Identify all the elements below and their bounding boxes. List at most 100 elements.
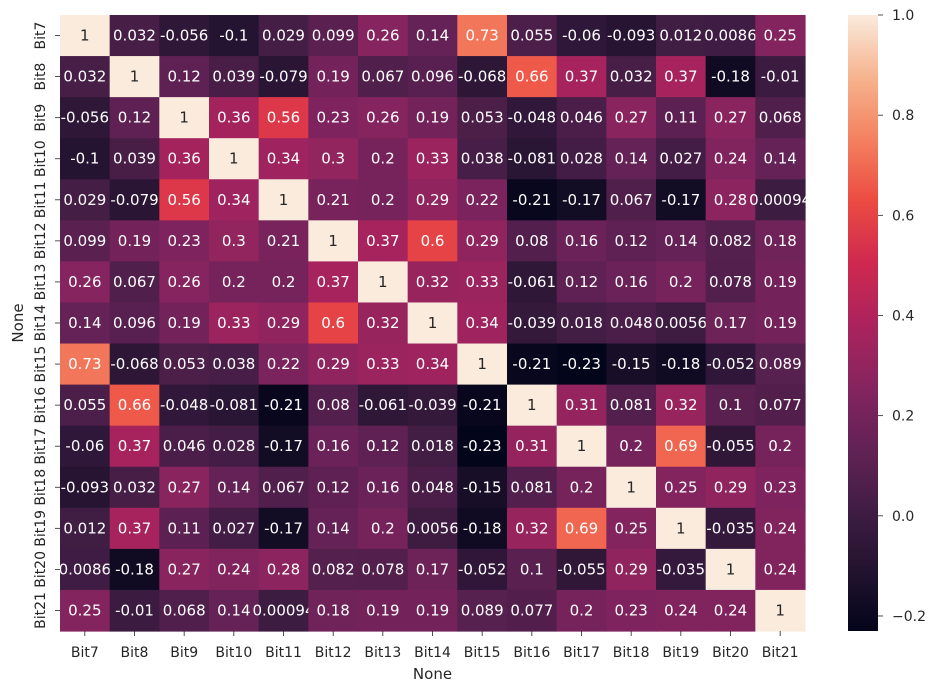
- cell-value-label: -0.17: [264, 437, 303, 455]
- cell-value-label: 0.2: [768, 437, 792, 455]
- heatmap-cell: [358, 220, 409, 262]
- cell-value-label: 0.0056: [655, 314, 708, 332]
- heatmap-cell: [109, 302, 160, 345]
- x-tick-label: Bit19: [662, 645, 699, 661]
- cell-value-label: 0.0086: [704, 27, 757, 45]
- x-tick-label: Bit20: [712, 645, 749, 661]
- heatmap-cell: [705, 425, 756, 468]
- cell-value-label: 0.37: [316, 273, 349, 291]
- cell-value-label: 0.23: [763, 478, 796, 496]
- cell-value-label: 1: [626, 478, 636, 496]
- heatmap-cell: [159, 589, 210, 632]
- cell-value-label: -0.23: [463, 437, 502, 455]
- heatmap-cell: [606, 466, 657, 509]
- cell-value-label: 0.099: [312, 27, 355, 45]
- cell-value-label: -0.079: [110, 191, 158, 209]
- cell-value-label: 0.3: [222, 232, 246, 250]
- heatmap-cell: [209, 343, 260, 386]
- y-tick-label: Bit13: [33, 264, 49, 301]
- heatmap-cell: [109, 343, 160, 386]
- cell-value-label: 0.24: [664, 601, 697, 619]
- x-tick-label: Bit9: [170, 645, 198, 661]
- heatmap-cell: [60, 15, 111, 57]
- cell-value-label: -0.081: [508, 150, 556, 168]
- heatmap-cell: [755, 466, 806, 509]
- heatmap-cell: [705, 138, 756, 180]
- heatmap-cell: [755, 261, 806, 304]
- cell-value-label: 0.3: [321, 150, 345, 168]
- cell-value-label: 0.089: [759, 355, 802, 373]
- cell-value-label: 0.19: [316, 68, 349, 86]
- cell-value-label: 0.24: [714, 150, 747, 168]
- heatmap-cell: [507, 97, 558, 139]
- cell-value-label: 0.082: [709, 232, 752, 250]
- heatmap-cell: [258, 220, 309, 262]
- cell-value-label: 0.029: [63, 191, 106, 209]
- x-tick-label: Bit13: [364, 645, 401, 661]
- cell-value-label: -0.1: [70, 150, 99, 168]
- heatmap-cell: [507, 56, 558, 98]
- cell-value-label: -0.055: [706, 437, 754, 455]
- heatmap-cell: [109, 15, 160, 57]
- cell-value-label: 0.12: [614, 232, 647, 250]
- cell-value-label: 0.6: [321, 314, 345, 332]
- cell-value-label: -0.035: [706, 519, 754, 537]
- cell-value-label: -0.039: [408, 396, 456, 414]
- heatmap-cell: [507, 548, 558, 591]
- cell-value-label: 0.029: [262, 27, 305, 45]
- heatmap-cell: [656, 302, 707, 345]
- cell-value-label: 1: [527, 396, 537, 414]
- heatmap-cell: [109, 507, 160, 550]
- cell-value-label: 0.19: [416, 601, 449, 619]
- heatmap-cell: [507, 15, 558, 57]
- cell-value-label: 0.067: [610, 191, 653, 209]
- cell-value-label: 0.32: [515, 519, 548, 537]
- cell-value-label: 0.081: [610, 396, 653, 414]
- heatmap-cell: [457, 548, 508, 591]
- heatmap-cell: [109, 261, 160, 304]
- heatmap-cell: [755, 343, 806, 386]
- cell-value-label: 0.33: [465, 273, 498, 291]
- heatmap-cell: [308, 589, 359, 632]
- cell-value-label: -0.17: [264, 519, 303, 537]
- cell-value-label: 1: [130, 68, 140, 86]
- cell-value-label: 0.19: [118, 232, 151, 250]
- heatmap-cell: [507, 343, 558, 386]
- cell-value-label: 0.14: [316, 519, 349, 537]
- cell-value-label: 0.33: [416, 150, 449, 168]
- heatmap-cell: [656, 589, 707, 632]
- cell-value-label: 0.099: [63, 232, 106, 250]
- cell-value-label: 0.16: [565, 232, 598, 250]
- heatmap-cell: [507, 261, 558, 304]
- cell-value-label: 0.29: [465, 232, 498, 250]
- cell-value-label: 0.018: [411, 437, 454, 455]
- cell-value-label: 0.73: [68, 355, 101, 373]
- cell-value-label: 0.2: [669, 273, 693, 291]
- cell-value-label: 1: [378, 273, 388, 291]
- cell-value-label: 0.34: [416, 355, 449, 373]
- heatmap-cell: [457, 97, 508, 139]
- heatmap-cell: [159, 507, 210, 550]
- cell-value-label: 0.027: [659, 150, 702, 168]
- cell-value-label: 0.18: [763, 232, 796, 250]
- cell-value-label: 1: [775, 601, 785, 619]
- heatmap-cell: [457, 15, 508, 57]
- heatmap-cell: [159, 261, 210, 304]
- cell-value-label: 0.11: [664, 109, 697, 127]
- cell-value-label: 0.24: [763, 519, 796, 537]
- cell-value-label: 0.00094: [252, 601, 314, 619]
- cell-value-label: 0.018: [560, 314, 603, 332]
- cell-value-label: 0.34: [267, 150, 300, 168]
- cell-value-label: 0.21: [316, 191, 349, 209]
- cell-value-label: 0.0086: [59, 560, 112, 578]
- cell-value-label: -0.052: [706, 355, 754, 373]
- heatmap-cell: [606, 384, 657, 427]
- cell-value-label: 0.31: [565, 396, 598, 414]
- cell-value-label: -0.081: [210, 396, 258, 414]
- heatmap-cell: [755, 302, 806, 345]
- heatmap-cell: [556, 384, 607, 427]
- heatmap-cell: [358, 589, 409, 632]
- heatmap-cell: [556, 302, 607, 345]
- heatmap-cell: [258, 97, 309, 139]
- cell-value-label: 0.25: [68, 601, 101, 619]
